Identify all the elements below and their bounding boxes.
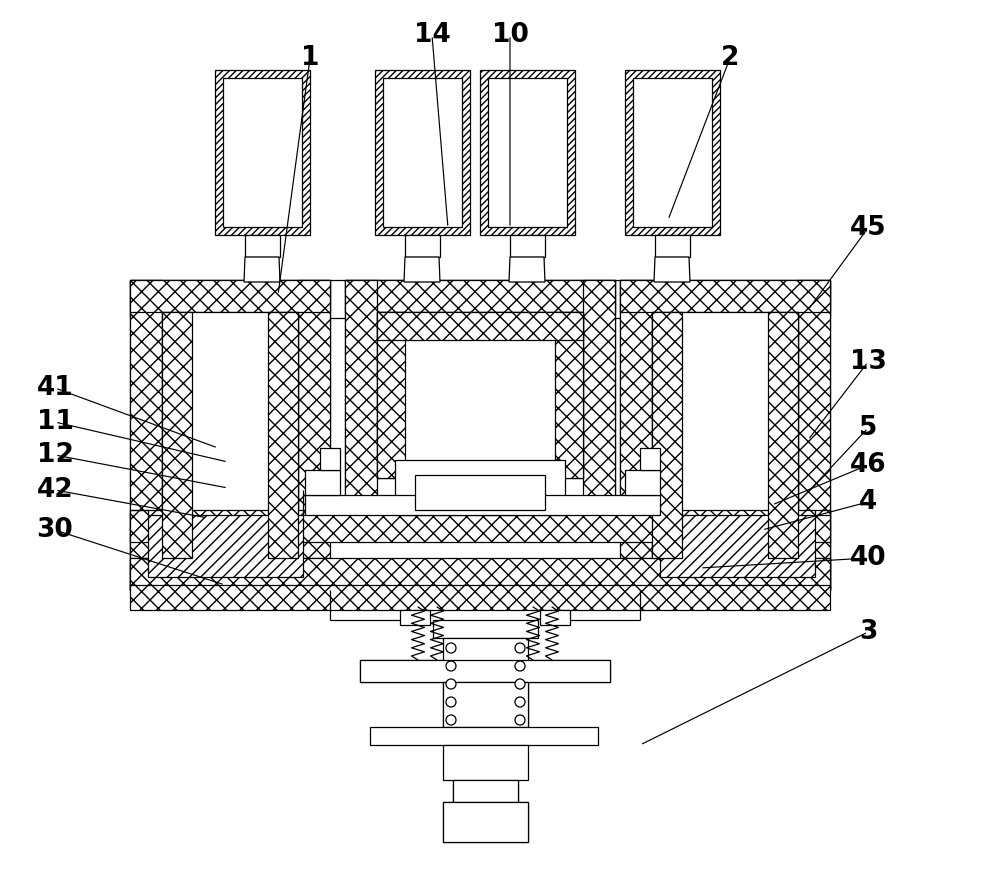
Text: 46: 46 xyxy=(850,452,886,478)
Bar xyxy=(215,70,310,235)
Text: 5: 5 xyxy=(859,415,877,441)
Bar xyxy=(130,280,162,590)
Bar xyxy=(488,78,567,227)
Bar xyxy=(555,312,583,478)
Bar xyxy=(377,312,583,340)
Text: 2: 2 xyxy=(721,45,739,71)
Text: 42: 42 xyxy=(37,477,73,503)
Bar xyxy=(660,515,815,577)
Bar xyxy=(268,312,298,558)
Bar xyxy=(223,78,302,227)
Bar xyxy=(443,745,528,780)
Bar xyxy=(655,235,690,257)
Text: 4: 4 xyxy=(859,489,877,515)
Text: 41: 41 xyxy=(37,375,73,401)
Text: 13: 13 xyxy=(850,349,886,375)
Bar xyxy=(510,235,545,257)
Bar xyxy=(415,475,545,510)
Bar xyxy=(130,585,830,610)
Text: 30: 30 xyxy=(37,517,73,543)
Bar xyxy=(383,78,462,227)
Bar xyxy=(377,312,583,478)
Circle shape xyxy=(515,697,525,707)
Polygon shape xyxy=(509,257,545,282)
Bar xyxy=(620,280,830,312)
Bar xyxy=(345,280,615,312)
Bar xyxy=(305,470,340,495)
Bar xyxy=(443,802,528,842)
Polygon shape xyxy=(244,257,280,282)
Bar xyxy=(443,802,528,842)
Circle shape xyxy=(515,661,525,671)
Bar xyxy=(453,780,518,802)
Bar xyxy=(298,280,330,590)
Bar xyxy=(453,780,518,802)
Bar xyxy=(620,280,830,590)
Bar xyxy=(360,660,610,682)
Bar xyxy=(130,510,830,590)
Text: 12: 12 xyxy=(37,442,73,468)
Bar xyxy=(640,448,660,470)
Polygon shape xyxy=(404,257,440,282)
Circle shape xyxy=(515,679,525,689)
Circle shape xyxy=(446,697,456,707)
Circle shape xyxy=(446,661,456,671)
Bar xyxy=(305,495,660,515)
Bar xyxy=(245,235,280,257)
Bar xyxy=(633,78,712,227)
Text: 3: 3 xyxy=(859,619,877,645)
Bar xyxy=(370,727,598,745)
Bar xyxy=(625,470,660,495)
Bar xyxy=(345,280,615,510)
Circle shape xyxy=(446,679,456,689)
Bar xyxy=(620,558,830,590)
Bar xyxy=(443,638,528,733)
Text: 45: 45 xyxy=(850,215,886,241)
Bar xyxy=(583,280,615,510)
Bar xyxy=(223,78,302,227)
Bar xyxy=(320,448,340,470)
Bar xyxy=(652,312,682,558)
Bar xyxy=(400,610,430,625)
Text: 40: 40 xyxy=(850,545,886,571)
Bar xyxy=(130,280,830,318)
Bar xyxy=(148,515,303,577)
Bar xyxy=(377,312,405,478)
Bar xyxy=(620,280,652,590)
Text: 1: 1 xyxy=(301,45,319,71)
Polygon shape xyxy=(654,257,690,282)
Bar xyxy=(540,610,570,625)
Bar xyxy=(130,510,830,542)
Bar xyxy=(383,78,462,227)
Text: 14: 14 xyxy=(414,22,450,48)
Bar xyxy=(395,460,565,515)
Bar xyxy=(375,70,470,235)
Bar xyxy=(360,660,610,682)
Bar xyxy=(162,312,192,558)
Circle shape xyxy=(446,643,456,653)
Bar xyxy=(625,70,720,235)
Bar xyxy=(443,682,528,727)
Bar xyxy=(345,280,377,510)
Bar xyxy=(652,312,798,558)
Bar xyxy=(130,558,330,590)
Bar xyxy=(480,70,575,235)
Bar xyxy=(488,78,567,227)
Bar xyxy=(130,280,330,590)
Circle shape xyxy=(446,715,456,725)
Bar xyxy=(405,235,440,257)
Text: 11: 11 xyxy=(36,409,74,435)
Circle shape xyxy=(515,643,525,653)
Text: 10: 10 xyxy=(492,22,528,48)
Bar xyxy=(130,280,330,312)
Bar xyxy=(433,620,538,638)
Bar xyxy=(130,558,830,590)
Bar xyxy=(633,78,712,227)
Circle shape xyxy=(515,715,525,725)
Bar xyxy=(768,312,798,558)
Bar xyxy=(162,312,298,558)
Bar xyxy=(798,280,830,590)
